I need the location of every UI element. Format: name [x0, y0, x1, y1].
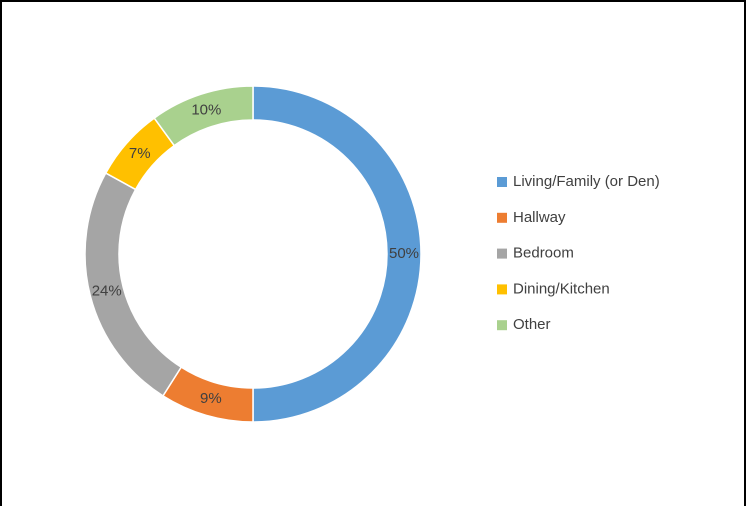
legend-label: Hallway	[513, 209, 566, 226]
legend-swatch	[497, 284, 507, 295]
donut-slice	[252, 85, 422, 423]
data-label: 9%	[200, 390, 222, 407]
data-label: 7%	[129, 145, 151, 162]
data-label: 10%	[191, 101, 221, 118]
legend-label: Dining/Kitchen	[513, 280, 610, 297]
legend-label: Bedroom	[513, 245, 574, 262]
donut-slice	[153, 85, 254, 147]
data-label: 24%	[92, 283, 122, 300]
legend-label: Other	[513, 316, 551, 333]
legend-swatch	[497, 177, 507, 187]
data-label: 50%	[389, 245, 419, 262]
legend-swatch	[497, 212, 507, 223]
legend-swatch	[497, 248, 507, 259]
legend-swatch	[497, 320, 507, 331]
legend-label: Living/Family (or Den)	[513, 173, 660, 190]
